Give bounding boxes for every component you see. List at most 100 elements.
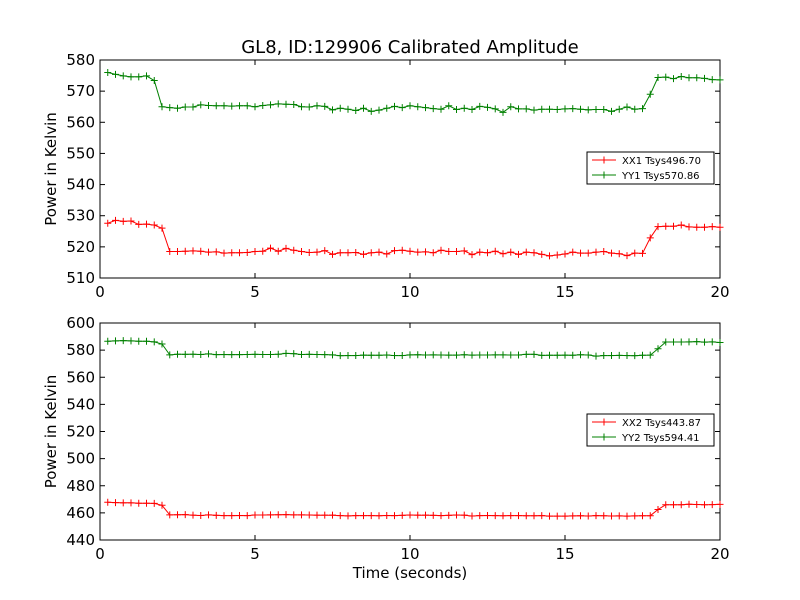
data-point-marker xyxy=(716,223,724,231)
data-point-marker xyxy=(119,337,127,345)
data-point-marker xyxy=(414,103,422,111)
data-point-marker xyxy=(701,74,708,82)
data-point-marker xyxy=(112,499,119,507)
data-point-marker xyxy=(646,512,654,520)
data-point-marker xyxy=(197,247,205,255)
data-point-marker xyxy=(631,249,639,257)
data-point-marker xyxy=(429,249,437,257)
data-point-marker xyxy=(220,350,228,358)
data-point-marker xyxy=(654,345,662,353)
data-point-marker xyxy=(313,511,321,519)
data-point-marker xyxy=(367,351,375,359)
legend-box xyxy=(586,413,715,447)
data-point-marker xyxy=(546,512,553,520)
data-point-marker xyxy=(662,73,670,81)
data-point-marker xyxy=(522,350,530,358)
data-point-marker xyxy=(445,351,453,359)
x-axis-label: Time (seconds) xyxy=(352,564,468,582)
data-point-marker xyxy=(274,350,282,358)
data-point-marker xyxy=(150,338,158,346)
data-point-marker xyxy=(414,248,422,256)
data-point-marker xyxy=(662,222,670,230)
data-point-marker xyxy=(584,106,592,114)
data-point-marker xyxy=(460,511,468,519)
data-point-marker xyxy=(313,102,321,110)
data-point-marker xyxy=(329,106,336,114)
data-point-marker xyxy=(135,499,143,507)
data-point-marker xyxy=(515,512,522,520)
data-point-marker xyxy=(468,251,476,259)
legend-label: XX2 Tsys443.87 xyxy=(622,418,701,429)
data-point-marker xyxy=(460,104,468,112)
data-point-marker xyxy=(383,511,391,519)
data-point-marker xyxy=(174,511,181,519)
y-tick-label: 600 xyxy=(66,314,95,332)
data-point-marker xyxy=(189,247,197,255)
data-point-marker xyxy=(127,217,135,225)
data-point-marker xyxy=(577,351,584,359)
data-point-marker xyxy=(143,72,150,80)
data-point-marker xyxy=(282,244,290,252)
data-point-marker xyxy=(615,105,623,113)
x-tick-label: 5 xyxy=(250,283,260,301)
data-point-marker xyxy=(546,252,553,260)
data-point-marker xyxy=(538,512,546,520)
data-point-marker xyxy=(181,247,189,255)
data-point-marker xyxy=(375,106,383,114)
data-point-marker xyxy=(112,337,119,345)
data-point-marker xyxy=(321,102,329,110)
data-point-marker xyxy=(367,107,375,115)
data-point-marker xyxy=(398,104,406,112)
data-point-marker xyxy=(677,221,685,229)
data-point-marker xyxy=(600,106,608,114)
data-point-marker xyxy=(468,106,476,114)
data-point-marker xyxy=(615,351,623,359)
data-point-marker xyxy=(631,512,639,520)
data-point-marker xyxy=(561,512,569,520)
data-point-marker xyxy=(538,351,546,359)
data-point-marker xyxy=(569,351,577,359)
data-point-marker xyxy=(422,511,429,519)
y-tick-label: 570 xyxy=(66,82,95,100)
data-point-marker xyxy=(212,511,220,519)
data-point-marker xyxy=(259,247,267,255)
data-point-marker xyxy=(220,102,228,110)
data-point-marker xyxy=(375,512,383,520)
data-point-marker xyxy=(677,501,685,509)
data-point-marker xyxy=(429,105,437,113)
data-point-marker xyxy=(453,248,460,256)
data-point-marker xyxy=(344,352,352,360)
data-point-marker xyxy=(584,351,592,359)
data-point-marker xyxy=(290,246,298,254)
data-point-marker xyxy=(693,74,701,82)
data-point-marker xyxy=(143,220,150,228)
data-point-marker xyxy=(561,351,569,359)
data-point-marker xyxy=(608,512,615,520)
data-point-marker xyxy=(197,350,205,358)
data-point-marker xyxy=(708,223,716,231)
data-point-marker xyxy=(267,350,274,358)
data-point-marker xyxy=(236,351,243,359)
data-point-marker xyxy=(181,511,189,519)
data-point-marker xyxy=(515,351,522,359)
data-point-marker xyxy=(406,511,414,519)
data-point-marker xyxy=(522,512,530,520)
data-point-marker xyxy=(181,103,189,111)
data-point-marker xyxy=(701,501,708,509)
y-tick-label: 480 xyxy=(66,477,95,495)
data-point-marker xyxy=(600,512,608,520)
y-axis-label: Power in Kelvin xyxy=(42,112,60,226)
data-point-marker xyxy=(406,247,414,255)
legend-marker xyxy=(600,156,608,164)
data-point-marker xyxy=(592,106,600,114)
data-point-marker xyxy=(670,75,677,83)
data-point-marker xyxy=(701,223,708,231)
data-point-marker xyxy=(305,511,313,519)
data-point-marker xyxy=(321,351,329,359)
data-point-marker xyxy=(282,511,290,519)
data-point-marker xyxy=(654,505,662,513)
x-tick-label: 20 xyxy=(710,545,729,563)
data-point-marker xyxy=(592,512,600,520)
